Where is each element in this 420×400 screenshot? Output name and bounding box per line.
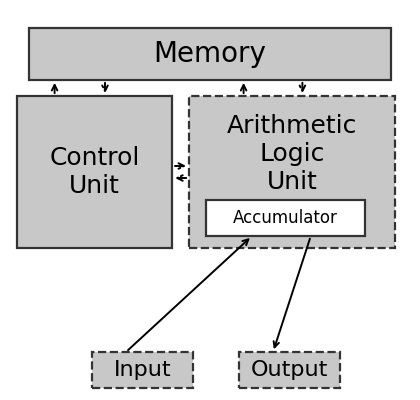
Text: Memory: Memory (154, 40, 266, 68)
Text: Control
Unit: Control Unit (49, 146, 140, 198)
FancyBboxPatch shape (92, 352, 193, 388)
FancyBboxPatch shape (206, 200, 365, 236)
FancyBboxPatch shape (17, 96, 172, 248)
Text: Output: Output (251, 360, 328, 380)
Text: Input: Input (114, 360, 172, 380)
FancyBboxPatch shape (189, 96, 395, 248)
Text: Arithmetic
Logic
Unit: Arithmetic Logic Unit (227, 114, 357, 194)
Text: Accumulator: Accumulator (233, 209, 338, 227)
FancyBboxPatch shape (29, 28, 391, 80)
FancyBboxPatch shape (239, 352, 340, 388)
